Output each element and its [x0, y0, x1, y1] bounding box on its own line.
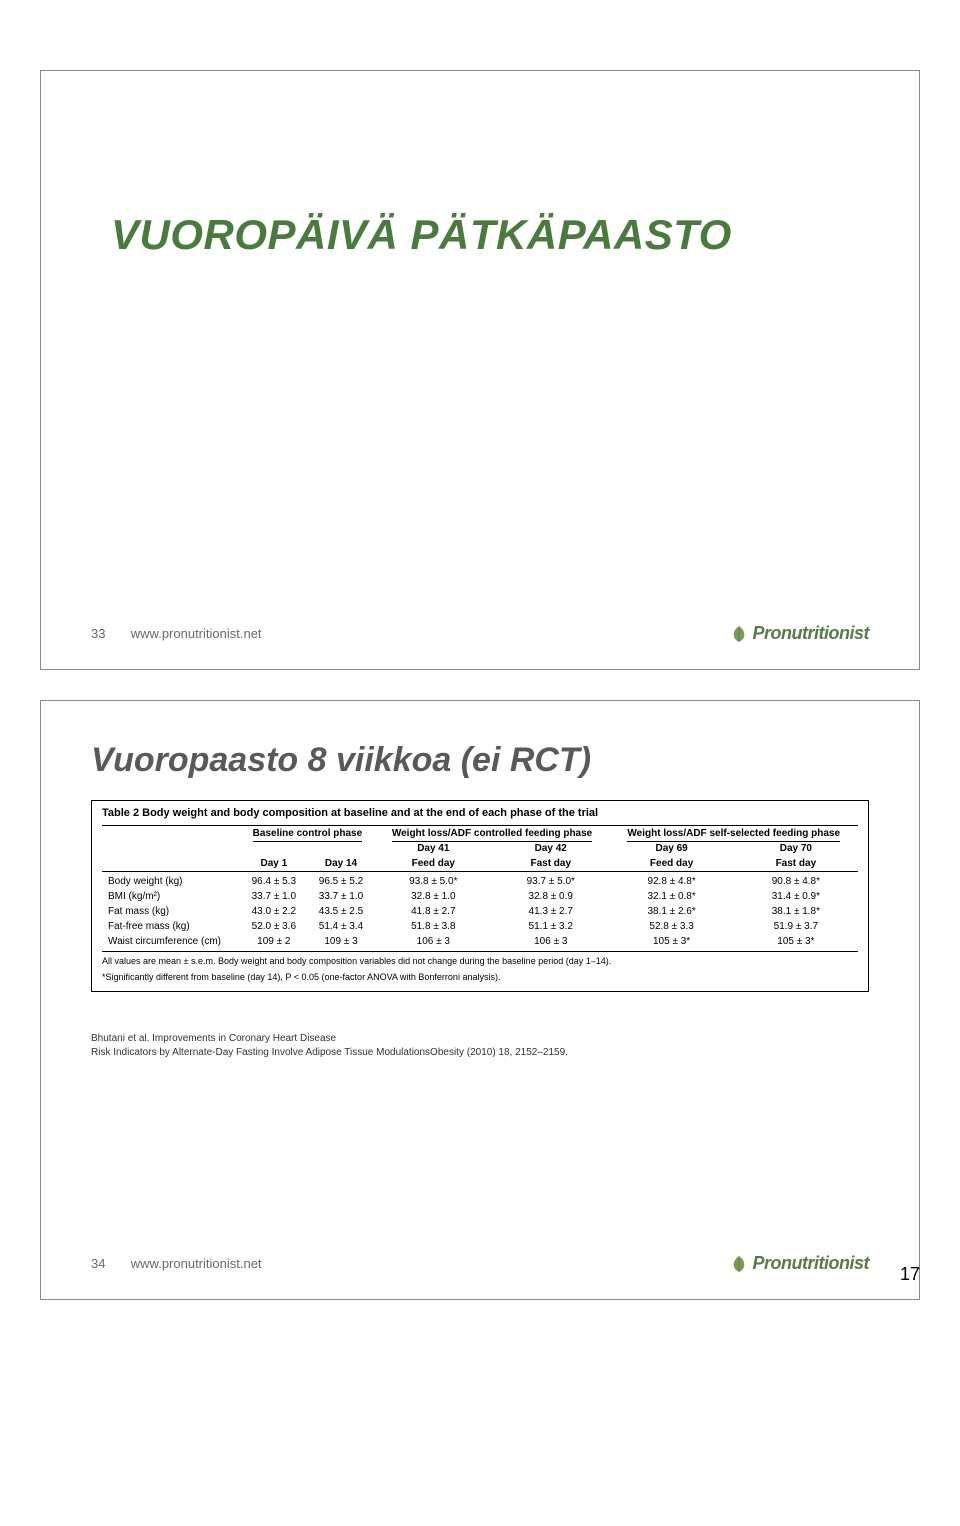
slide1-url: www.pronutritionist.net: [131, 626, 262, 641]
cell: 51.1 ± 3.2: [492, 919, 609, 934]
cell: 31.4 ± 0.9*: [734, 889, 858, 904]
table-caption: Table 2 Body weight and body composition…: [102, 807, 858, 819]
col-h1-3: Day 42: [492, 841, 609, 856]
cell: 41.8 ± 2.7: [375, 904, 492, 919]
table-footnote-2: *Significantly different from baseline (…: [102, 972, 858, 984]
cell: 93.8 ± 5.0*: [375, 872, 492, 890]
cell: 109 ± 3: [307, 934, 374, 952]
citation-line-1: Bhutani et al. Improvements in Coronary …: [91, 1032, 869, 1046]
row-label: Fat-free mass (kg): [102, 919, 240, 934]
col-h2-2: Feed day: [375, 856, 492, 872]
col-h2-3: Fast day: [492, 856, 609, 872]
slide1-footer-left: 33 www.pronutritionist.net: [91, 626, 262, 641]
col-h1-1: [307, 841, 374, 856]
col-h1-4: Day 69: [609, 841, 733, 856]
cell: 52.0 ± 3.6: [240, 919, 307, 934]
slide1-number: 33: [91, 626, 105, 641]
col-h2-1: Day 14: [307, 856, 374, 872]
page-number: 17: [900, 1264, 920, 1285]
slide2-brand-text: Pronutritionist: [753, 1253, 870, 1274]
cell: 51.8 ± 3.8: [375, 919, 492, 934]
table-row: Fat mass (kg)43.0 ± 2.243.5 ± 2.541.8 ± …: [102, 904, 858, 919]
col-h1-5: Day 70: [734, 841, 858, 856]
leaf-icon: [729, 624, 749, 644]
row-label: Body weight (kg): [102, 872, 240, 890]
slide2-url: www.pronutritionist.net: [131, 1256, 262, 1271]
citation-line-2: Risk Indicators by Alternate-Day Fasting…: [91, 1046, 869, 1060]
cell: 105 ± 3*: [734, 934, 858, 952]
col-h1-0: [240, 841, 307, 856]
table-row: BMI (kg/m²)33.7 ± 1.033.7 ± 1.032.8 ± 1.…: [102, 889, 858, 904]
slide1-brand: Pronutritionist: [729, 623, 870, 644]
cell: 32.8 ± 0.9: [492, 889, 609, 904]
leaf-icon: [729, 1254, 749, 1274]
slide2-title: Vuoropaasto 8 viikkoa (ei RCT): [91, 741, 869, 780]
cell: 43.5 ± 2.5: [307, 904, 374, 919]
col-h2-4: Feed day: [609, 856, 733, 872]
group-header-0: Baseline control phase: [253, 828, 362, 842]
cell: 43.0 ± 2.2: [240, 904, 307, 919]
cell: 52.8 ± 3.3: [609, 919, 733, 934]
cell: 38.1 ± 1.8*: [734, 904, 858, 919]
cell: 38.1 ± 2.6*: [609, 904, 733, 919]
cell: 90.8 ± 4.8*: [734, 872, 858, 890]
cell: 92.8 ± 4.8*: [609, 872, 733, 890]
slide-2: Vuoropaasto 8 viikkoa (ei RCT) Table 2 B…: [40, 700, 920, 1300]
cell: 33.7 ± 1.0: [307, 889, 374, 904]
col-h2-0: Day 1: [240, 856, 307, 872]
slide-1: VUOROPÄIVÄ PÄTKÄPAASTO 33 www.pronutriti…: [40, 70, 920, 670]
row-label: BMI (kg/m²): [102, 889, 240, 904]
slide1-footer: 33 www.pronutritionist.net Pronutritioni…: [91, 623, 869, 644]
cell: 106 ± 3: [375, 934, 492, 952]
cell: 32.1 ± 0.8*: [609, 889, 733, 904]
slide1-brand-text: Pronutritionist: [753, 623, 870, 644]
data-table: Baseline control phase Weight loss/ADF c…: [102, 825, 858, 952]
slide1-title: VUOROPÄIVÄ PÄTKÄPAASTO: [111, 211, 869, 259]
cell: 109 ± 2: [240, 934, 307, 952]
row-label: Fat mass (kg): [102, 904, 240, 919]
table-footnote-1: All values are mean ± s.e.m. Body weight…: [102, 956, 858, 968]
group-header-1: Weight loss/ADF controlled feeding phase: [392, 828, 592, 842]
cell: 32.8 ± 1.0: [375, 889, 492, 904]
cell: 93.7 ± 5.0*: [492, 872, 609, 890]
table-row: Fat-free mass (kg)52.0 ± 3.651.4 ± 3.451…: [102, 919, 858, 934]
slide2-footer: 34 www.pronutritionist.net Pronutritioni…: [91, 1253, 869, 1274]
col-h2-5: Fast day: [734, 856, 858, 872]
cell: 106 ± 3: [492, 934, 609, 952]
citation: Bhutani et al. Improvements in Coronary …: [91, 1032, 869, 1060]
cell: 96.4 ± 5.3: [240, 872, 307, 890]
slide2-number: 34: [91, 1256, 105, 1271]
group-header-2: Weight loss/ADF self-selected feeding ph…: [627, 828, 840, 842]
body-composition-table: Table 2 Body weight and body composition…: [91, 800, 869, 992]
cell: 41.3 ± 2.7: [492, 904, 609, 919]
row-label: Waist circumference (cm): [102, 934, 240, 952]
slide2-footer-left: 34 www.pronutritionist.net: [91, 1256, 262, 1271]
cell: 51.9 ± 3.7: [734, 919, 858, 934]
cell: 105 ± 3*: [609, 934, 733, 952]
cell: 96.5 ± 5.2: [307, 872, 374, 890]
table-row: Body weight (kg)96.4 ± 5.396.5 ± 5.293.8…: [102, 872, 858, 890]
col-h1-2: Day 41: [375, 841, 492, 856]
table-row: Waist circumference (cm)109 ± 2109 ± 310…: [102, 934, 858, 952]
cell: 33.7 ± 1.0: [240, 889, 307, 904]
slide2-brand: Pronutritionist: [729, 1253, 870, 1274]
cell: 51.4 ± 3.4: [307, 919, 374, 934]
